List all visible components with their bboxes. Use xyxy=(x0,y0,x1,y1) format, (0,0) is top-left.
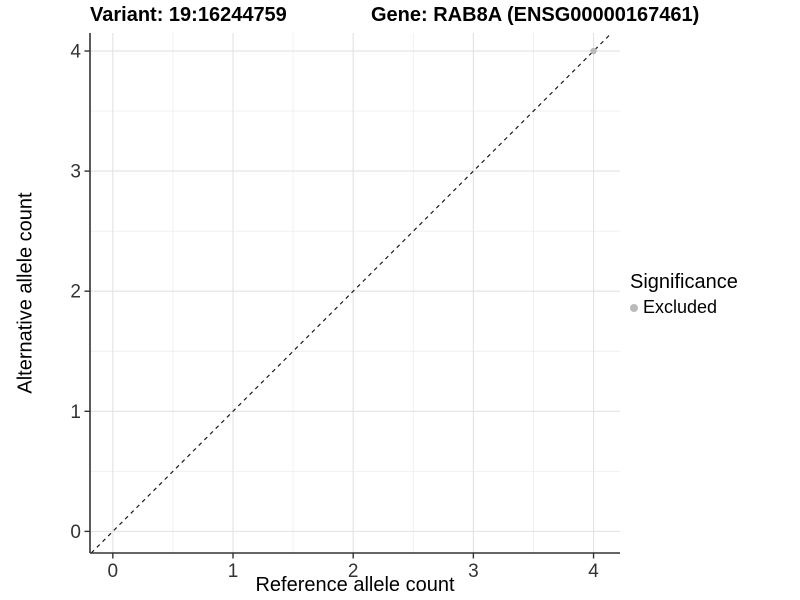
plot-title-variant: Variant: 19:16244759 xyxy=(90,4,287,26)
x-axis-label: Reference allele count xyxy=(255,574,455,596)
y-tick-label: 0 xyxy=(70,522,81,543)
legend-item-label: Excluded xyxy=(643,297,718,317)
plot-title-gene: Gene: RAB8A (ENSG00000167461) xyxy=(371,4,700,26)
y-tick-label: 4 xyxy=(70,42,81,63)
y-axis-label: Alternative allele count xyxy=(14,192,37,394)
x-tick-label: 1 xyxy=(228,561,239,580)
legend-item-excluded: Excluded xyxy=(630,297,738,318)
y-tick-label: 3 xyxy=(70,162,81,183)
legend-title: Significance xyxy=(630,271,738,293)
legend: Significance Excluded xyxy=(630,271,738,318)
y-tick-label: 2 xyxy=(70,282,81,303)
plot-panel: 0 1 2 3 4 0 1 2 3 4 xyxy=(70,32,620,580)
data-point-excluded xyxy=(590,47,597,55)
y-tick-label: 1 xyxy=(70,402,81,423)
x-tick-label: 0 xyxy=(108,561,119,580)
legend-key-dot-icon xyxy=(630,303,638,312)
x-tick-label: 3 xyxy=(468,561,479,580)
identity-line xyxy=(90,32,613,554)
x-tick-label: 2 xyxy=(348,561,359,580)
x-tick-label: 4 xyxy=(588,561,599,580)
